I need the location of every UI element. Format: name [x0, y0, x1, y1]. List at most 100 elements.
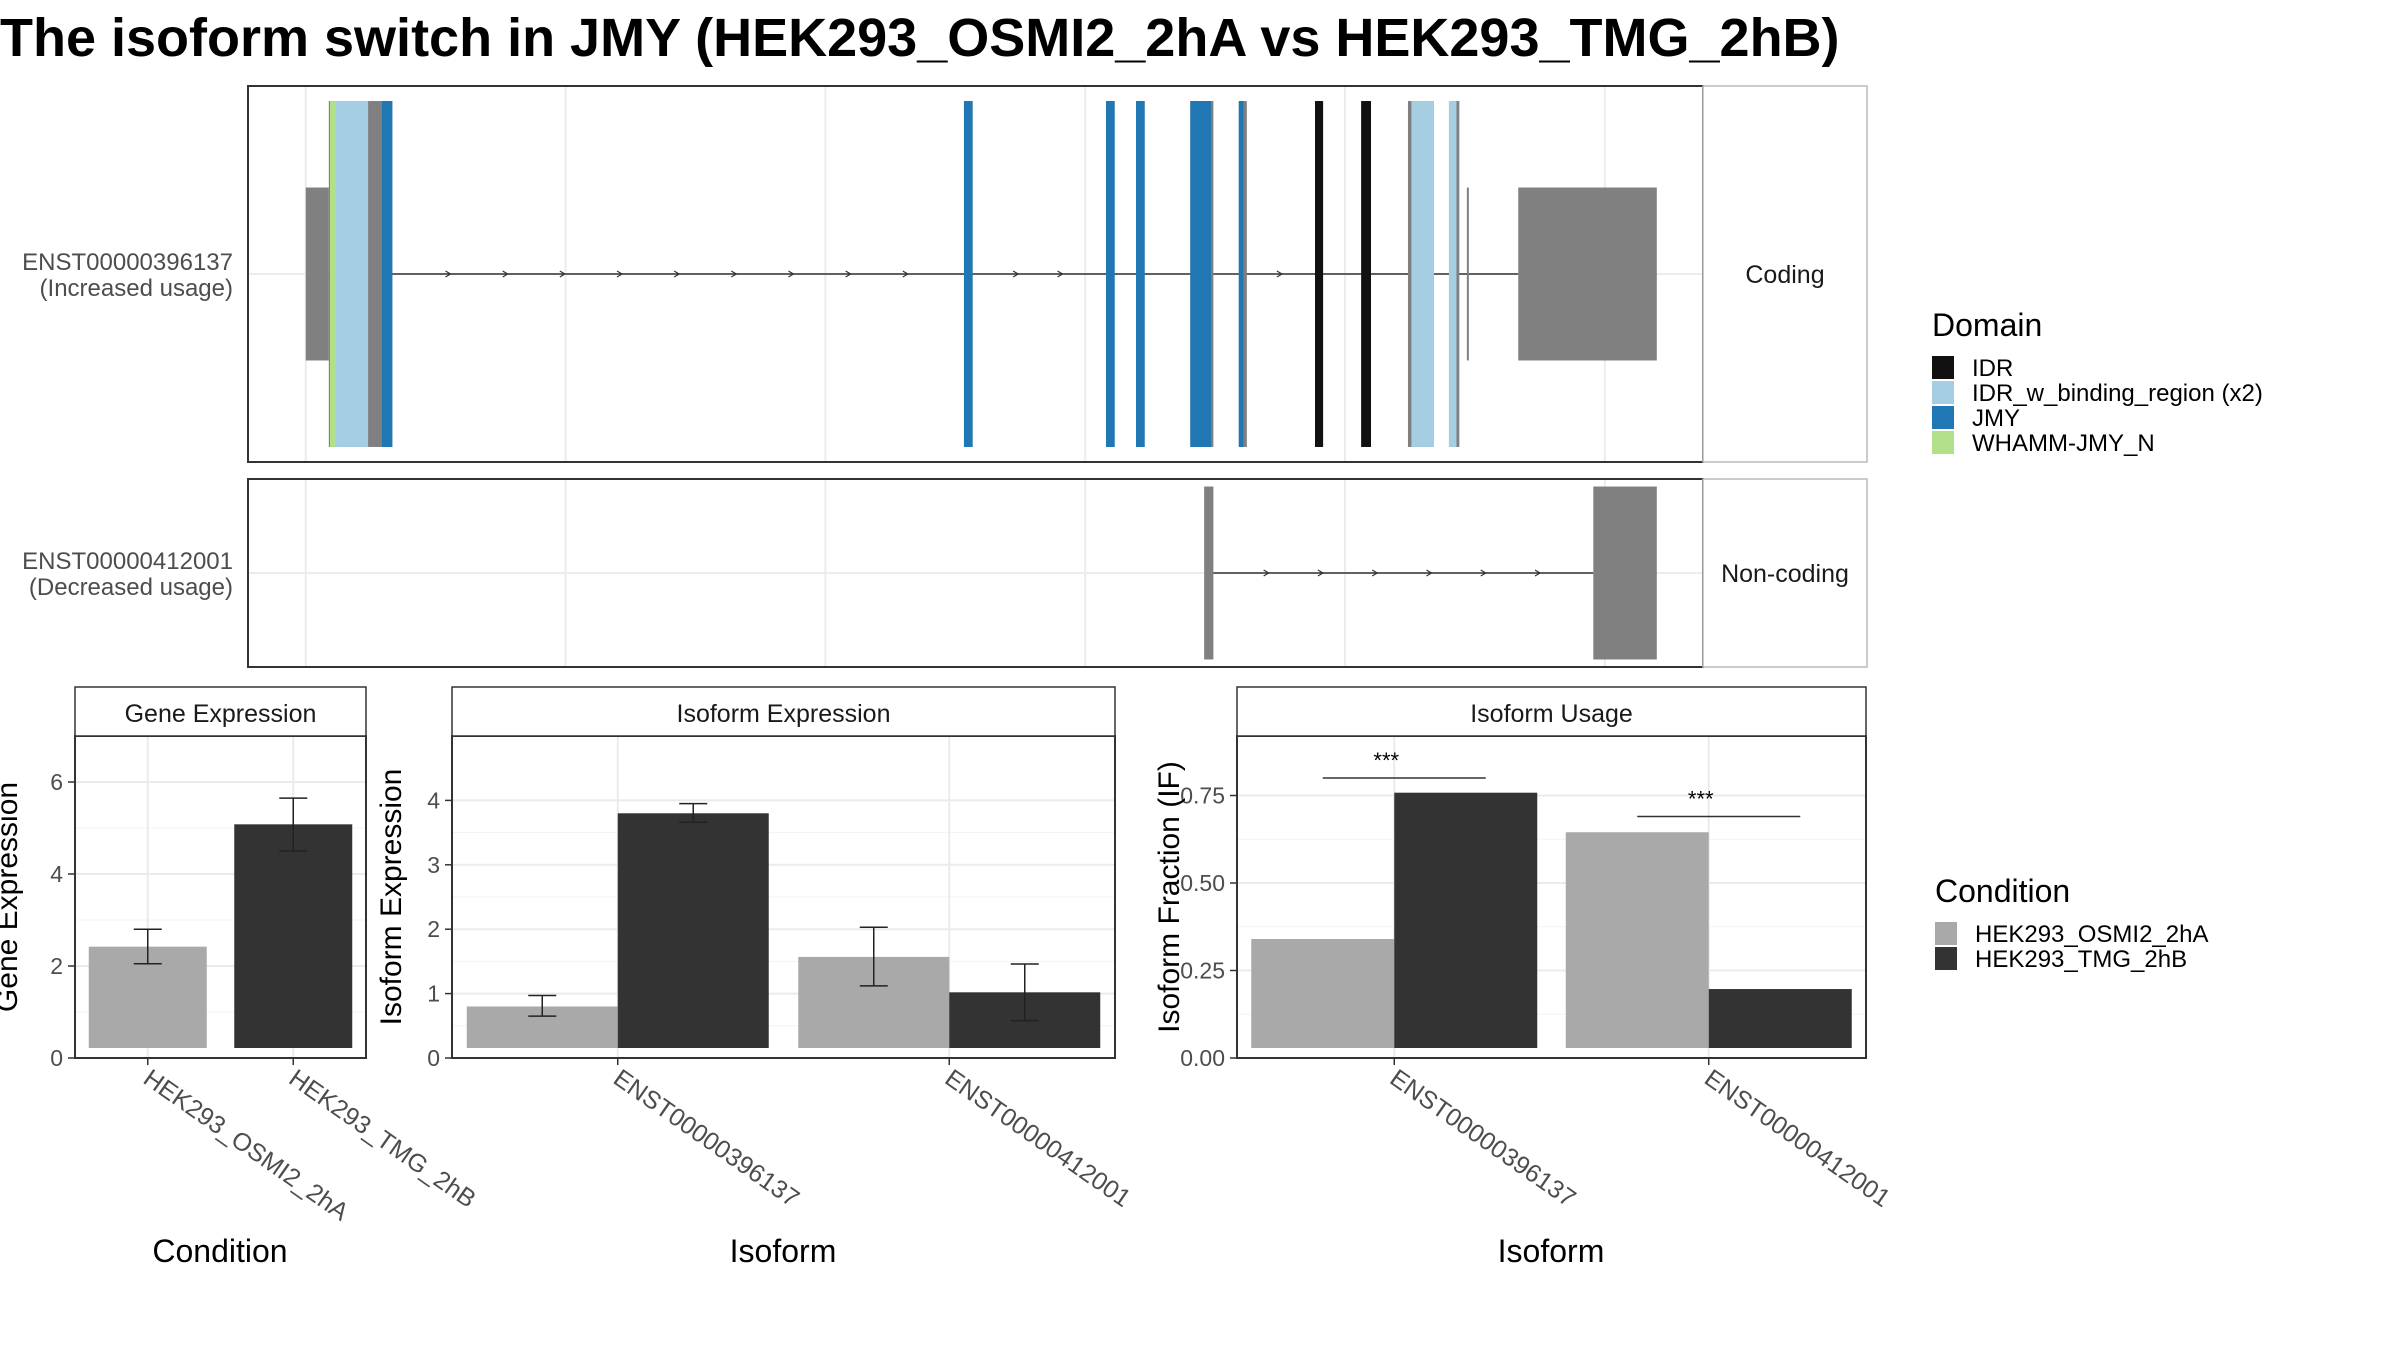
x-tick-label: ENST00000396137	[1385, 1064, 1581, 1213]
error-bar	[279, 797, 308, 852]
bar-HEK293_TMG_2hB	[1394, 792, 1538, 1048]
error-bar	[133, 928, 162, 965]
facet-strip	[1702, 85, 1868, 463]
legend-item-label: WHAMM-JMY_N	[1972, 430, 2155, 457]
chart-isoform-usage: *** *** Isoform Usage 0.00 0.25 0.50 0.75 ENST0…	[1153, 686, 1895, 1269]
bar-HEK293_OSMI2_2hA	[1565, 832, 1709, 1048]
x-tick-label: ENST00000396137	[608, 1064, 804, 1213]
legend-item-label: JMY	[1972, 405, 2020, 432]
page-title: The isoform switch in JMY (HEK293_OSMI2_…	[0, 8, 1840, 68]
exon-block	[1593, 486, 1657, 660]
domain-block	[1105, 101, 1115, 447]
legend-item-label: IDR_w_binding_region (x2)	[1972, 380, 2263, 407]
domain-block	[1411, 101, 1434, 447]
x-tick-label: ENST00000412001	[940, 1064, 1136, 1213]
error-bar	[679, 802, 708, 824]
facet-strip-label: Non-coding	[1721, 560, 1849, 588]
domain-block	[1190, 101, 1212, 447]
legend-item-label: IDR	[1972, 355, 2013, 382]
chart-title: Isoform Usage	[1470, 700, 1633, 728]
y-axis-title: Isoform Fraction (IF)	[1153, 761, 1186, 1033]
chart-title: Isoform Expression	[677, 700, 891, 728]
strand-arrow	[1276, 270, 1284, 278]
transcript-panel-ENST00000396137: Coding ENST00000396137(Increased usage)	[22, 85, 1868, 463]
x-axis-title: Isoform	[730, 1233, 837, 1269]
bar-HEK293_OSMI2_2hA	[1251, 939, 1395, 1048]
exon-block	[305, 187, 329, 361]
strand-arrow	[788, 270, 795, 278]
facet-strip	[74, 686, 367, 737]
domain-block	[963, 101, 973, 447]
x-axis-title: Condition	[152, 1233, 287, 1269]
strand-arrow	[845, 270, 852, 278]
domain-block	[1238, 101, 1244, 447]
y-tick-label: 0	[50, 1045, 63, 1071]
domain-block	[1361, 101, 1372, 447]
strand-arrow	[502, 270, 509, 278]
error-bar	[1010, 963, 1039, 1022]
facet-strip	[1702, 478, 1868, 668]
strand-arrow	[673, 270, 681, 278]
y-tick-label: 3	[427, 852, 440, 878]
domain-block	[1136, 101, 1145, 447]
y-tick-label: 0.75	[1180, 783, 1225, 809]
y-tick-label: 0.50	[1180, 870, 1225, 896]
chart-isoform-expression: Isoform Expression 0 1 2 3 4 ENST00000396137 EN…	[375, 686, 1136, 1269]
bar-HEK293_TMG_2hB	[234, 824, 353, 1048]
transcript-id-label: ENST00000396137	[22, 249, 233, 276]
y-tick-label: 2	[427, 916, 440, 942]
strand-arrow	[445, 270, 452, 278]
y-tick-label: 6	[50, 769, 63, 795]
transcript-usage-label: (Increased usage)	[40, 275, 233, 302]
legend-swatch	[1932, 356, 1954, 379]
strand-arrow	[1426, 569, 1433, 577]
significance-label: ***	[1688, 787, 1714, 812]
facet-strip	[1236, 686, 1867, 737]
strand-arrow	[902, 270, 909, 278]
exon-block	[1518, 187, 1657, 361]
exon-block	[1204, 486, 1214, 660]
error-bar	[528, 994, 557, 1017]
y-tick-label: 2	[50, 953, 63, 979]
strand-arrow	[1057, 270, 1064, 278]
strand-arrow	[1263, 569, 1270, 577]
exon-block	[1466, 187, 1469, 361]
bar-HEK293_TMG_2hB	[1708, 989, 1852, 1048]
domain-block	[335, 101, 369, 447]
strand-arrow	[1371, 569, 1379, 577]
legend-swatch	[1932, 381, 1954, 404]
y-tick-label: 1	[427, 981, 440, 1007]
y-tick-label: 0	[427, 1045, 440, 1071]
y-tick-label: 4	[50, 861, 63, 887]
domain-block	[1448, 101, 1457, 447]
y-axis-title: Isoform Expression	[375, 769, 408, 1026]
legend-swatch	[1935, 947, 1957, 970]
transcript-usage-label: (Decreased usage)	[29, 574, 233, 601]
legend-item-label: HEK293_TMG_2hB	[1975, 946, 2187, 973]
strand-arrow	[1317, 569, 1325, 577]
facet-strip-label: Coding	[1745, 261, 1824, 289]
legend-swatch	[1932, 406, 1954, 429]
domain-block	[1315, 101, 1324, 447]
facet-strip	[451, 686, 1116, 737]
strand-arrow	[1012, 270, 1020, 278]
transcript-id-label: ENST00000412001	[22, 548, 233, 575]
chart-gene-expression: Gene Expression0246HEK293_OSMI2_2hAHEK29…	[0, 686, 481, 1269]
y-tick-label: 4	[427, 787, 440, 813]
y-tick-label: 0.00	[1180, 1045, 1225, 1071]
condition-legend-title: Condition	[1935, 873, 2070, 909]
y-axis-title: Gene Expression	[0, 782, 24, 1012]
legend-item-label: HEK293_OSMI2_2hA	[1975, 921, 2208, 948]
strand-arrow	[1534, 569, 1542, 577]
strand-arrow	[1480, 569, 1487, 577]
error-bar	[859, 926, 888, 987]
domain-legend-title: Domain	[1932, 307, 2042, 343]
chart-title: Gene Expression	[125, 700, 317, 728]
strand-arrow	[559, 270, 566, 278]
x-axis-title: Isoform	[1498, 1233, 1605, 1269]
transcript-panel-ENST00000412001: Non-coding ENST00000412001(Decreased usag…	[22, 478, 1868, 668]
x-tick-label: ENST00000412001	[1699, 1064, 1895, 1213]
